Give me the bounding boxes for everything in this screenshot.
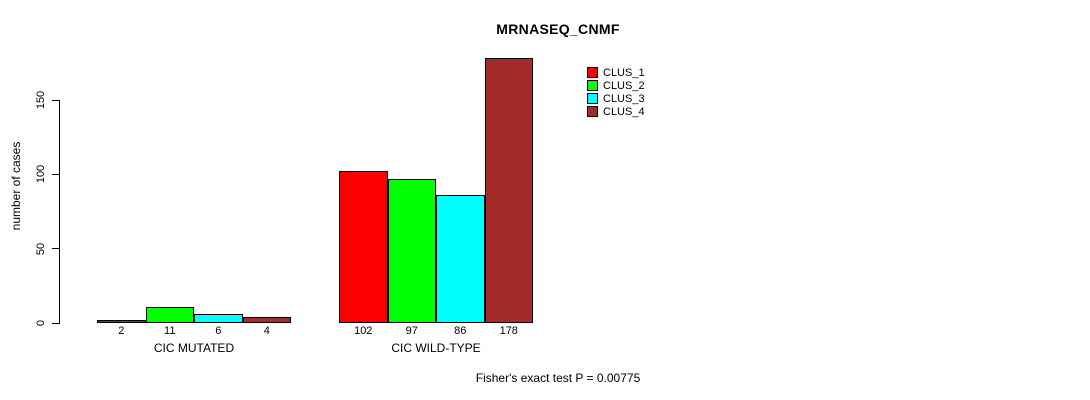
legend-label: CLUS_4 bbox=[603, 105, 645, 118]
bar-value-label: 178 bbox=[499, 325, 518, 337]
legend: CLUS_1 CLUS_2 CLUS_3 CLUS_4 bbox=[587, 66, 645, 118]
legend-swatch bbox=[587, 67, 598, 78]
legend-label: CLUS_1 bbox=[603, 66, 645, 79]
bar-clus_1-wildtype bbox=[339, 171, 388, 323]
chart-title: MRNASEQ_CNMF bbox=[496, 21, 620, 37]
bar-clus_4-mutated bbox=[242, 317, 291, 323]
bar-value-label: 6 bbox=[215, 325, 222, 337]
legend-item: CLUS_2 bbox=[587, 79, 645, 92]
bar-value-label: 97 bbox=[405, 325, 418, 337]
bar-clus_2-wildtype bbox=[387, 179, 436, 323]
bar-value-label: 2 bbox=[118, 325, 125, 337]
x-category-label: CIC MUTATED bbox=[153, 341, 235, 355]
y-tick-mark bbox=[52, 248, 59, 250]
y-tick-mark bbox=[52, 173, 59, 175]
y-tick-label: 150 bbox=[35, 90, 47, 110]
legend-item: CLUS_1 bbox=[587, 66, 645, 79]
y-tick-mark bbox=[52, 322, 59, 324]
bar-clus_2-mutated bbox=[145, 307, 194, 323]
legend-label: CLUS_3 bbox=[603, 92, 645, 105]
y-axis-line bbox=[59, 100, 60, 324]
y-axis-label: number of cases bbox=[9, 141, 23, 231]
legend-swatch bbox=[587, 80, 598, 91]
y-tick-label: 50 bbox=[35, 242, 47, 255]
bar-clus_1-mutated bbox=[97, 320, 146, 323]
bar-value-label: 4 bbox=[263, 325, 270, 337]
bar-clus_4-wildtype bbox=[484, 58, 533, 323]
bar-clus_3-mutated bbox=[194, 314, 243, 323]
bar-value-label: 11 bbox=[164, 325, 176, 337]
x-category-label: CIC WILD-TYPE bbox=[391, 341, 481, 355]
y-tick-mark bbox=[52, 99, 59, 101]
bar-clus_3-wildtype bbox=[436, 195, 485, 323]
bar-value-label: 102 bbox=[354, 325, 373, 337]
legend-label: CLUS_2 bbox=[603, 79, 645, 92]
bar-value-label: 86 bbox=[454, 325, 467, 337]
legend-swatch bbox=[587, 93, 598, 104]
annotation-fishers-test: Fisher's exact test P = 0.00775 bbox=[475, 371, 641, 385]
y-tick-label: 100 bbox=[35, 165, 47, 184]
legend-item: CLUS_4 bbox=[587, 105, 645, 118]
legend-item: CLUS_3 bbox=[587, 92, 645, 105]
y-tick-label: 0 bbox=[35, 319, 47, 327]
legend-swatch bbox=[587, 106, 598, 117]
